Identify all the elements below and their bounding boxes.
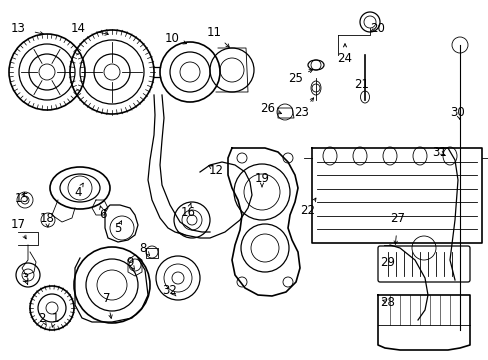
Text: 17: 17 bbox=[10, 219, 25, 231]
Text: 8: 8 bbox=[139, 242, 146, 255]
Text: 7: 7 bbox=[103, 292, 110, 305]
Text: 4: 4 bbox=[74, 185, 81, 198]
Text: 21: 21 bbox=[354, 78, 369, 91]
Text: 3: 3 bbox=[21, 271, 29, 284]
Text: 12: 12 bbox=[208, 163, 223, 176]
Text: 32: 32 bbox=[162, 284, 177, 297]
Text: 18: 18 bbox=[40, 211, 54, 225]
Text: 16: 16 bbox=[180, 206, 195, 219]
Text: 30: 30 bbox=[450, 105, 465, 118]
Text: 15: 15 bbox=[15, 192, 29, 204]
Text: 11: 11 bbox=[206, 26, 221, 39]
Text: 9: 9 bbox=[126, 256, 134, 270]
Text: 25: 25 bbox=[288, 72, 303, 85]
Text: 22: 22 bbox=[300, 203, 315, 216]
Text: 14: 14 bbox=[70, 22, 85, 35]
Text: 13: 13 bbox=[11, 22, 25, 35]
Text: 24: 24 bbox=[337, 51, 352, 64]
Text: 10: 10 bbox=[164, 31, 179, 45]
Text: 27: 27 bbox=[390, 211, 405, 225]
Text: 26: 26 bbox=[260, 102, 275, 114]
Text: 29: 29 bbox=[380, 256, 395, 269]
Text: 20: 20 bbox=[370, 22, 385, 35]
Text: 28: 28 bbox=[380, 296, 395, 309]
Text: 23: 23 bbox=[294, 105, 309, 118]
Text: 6: 6 bbox=[99, 208, 106, 221]
Text: 1: 1 bbox=[51, 311, 59, 324]
Text: 5: 5 bbox=[114, 221, 122, 234]
Text: 19: 19 bbox=[254, 171, 269, 184]
Text: 31: 31 bbox=[432, 145, 447, 158]
Text: 2: 2 bbox=[38, 311, 46, 324]
